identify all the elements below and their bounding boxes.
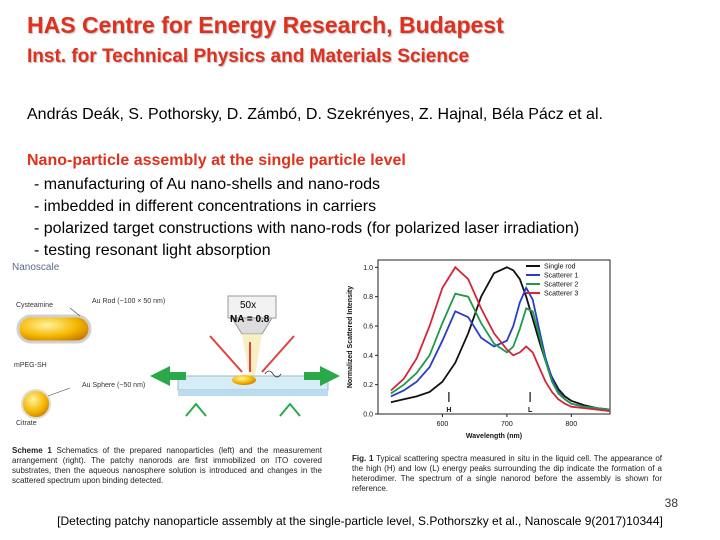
legend-label: Scatterer 3 — [544, 291, 578, 298]
y-tick-label: 0.6 — [363, 324, 373, 331]
x-axis-label: Wavelength (nm) — [466, 433, 522, 440]
figure-caption-label: Fig. 1 — [352, 454, 374, 463]
author-list: András Deák, S. Pothorsky, D. Zámbó, D. … — [27, 106, 603, 123]
scattering-spectra-chart: 0.0 0.2 0.4 0.6 0.8 1.0 600 700 800 Wavelength (n… — [347, 259, 611, 440]
x-tick-label: 700 — [501, 421, 513, 428]
page-number: 38 — [664, 496, 678, 510]
bullet-item: - testing resonant light absorption — [34, 242, 271, 259]
x-tick-label: 600 — [437, 421, 449, 428]
bullet-item: - polarized target constructions with na… — [34, 220, 580, 237]
y-tick-label: 1.0 — [363, 265, 373, 272]
au-sphere-shape — [21, 389, 51, 419]
section-heading: Nano-particle assembly at the single par… — [27, 152, 406, 169]
au-rod-shape — [16, 314, 92, 344]
nanorod-on-substrate — [232, 375, 256, 385]
series-line — [390, 266, 611, 411]
bullet-item: - manufacturing of Au nano-shells and na… — [34, 176, 380, 193]
label-citrate: Citrate — [16, 420, 37, 427]
illumination-arrow-right — [320, 366, 340, 386]
label-au-rod: Au Rod (~100 × 50 nm) — [92, 298, 166, 305]
scheme-illustration — [16, 295, 340, 419]
label-au-sphere: Au Sphere (~50 nm) — [82, 382, 146, 389]
legend-label: Scatterer 2 — [544, 282, 578, 289]
slide-subtitle: Inst. for Technical Physics and Material… — [27, 46, 470, 67]
series-line — [390, 265, 611, 412]
legend-label: Scatterer 1 — [544, 273, 578, 280]
bullet-item: - imbedded in different concentrations i… — [34, 198, 377, 215]
scheme-caption-text: Schematics of the prepared nanoparticles… — [12, 446, 322, 485]
scheme-caption: Scheme 1 Schematics of the prepared nano… — [12, 446, 322, 486]
y-tick-label: 0.4 — [363, 353, 373, 360]
label-magnification: 50x — [240, 300, 257, 311]
journal-logo: Nanoscale — [12, 262, 60, 273]
illumination-arrow-left — [150, 366, 170, 386]
y-tick-label: 0.2 — [363, 382, 373, 389]
citation: [Detecting patchy nanoparticle assembly … — [57, 514, 663, 528]
l-marker-label: L — [528, 407, 533, 414]
y-axis-label: Normalized Scattered Intensity — [347, 286, 354, 388]
series-line — [390, 292, 611, 411]
legend-label: Single rod — [544, 264, 576, 271]
figure-caption-text: Typical scattering spectra measured in s… — [352, 454, 663, 493]
h-marker-label: H — [446, 407, 451, 414]
label-na: NA = 0.8 — [230, 314, 270, 325]
y-tick-label: 0.0 — [363, 412, 373, 419]
y-tick-label: 0.8 — [363, 294, 373, 301]
scatter-arrow — [261, 335, 295, 373]
scheme-caption-label: Scheme 1 — [12, 446, 52, 455]
x-tick-label: 800 — [565, 421, 577, 428]
label-cysteamine: Cysteamine — [16, 302, 53, 309]
slide-title: HAS Centre for Energy Research, Budapest — [27, 12, 504, 38]
scatter-arrow — [209, 335, 243, 373]
plot-frame — [377, 259, 611, 415]
label-mpeg: mPEG-SH — [14, 362, 47, 369]
figure-caption: Fig. 1 Typical scattering spectra measur… — [352, 454, 662, 494]
